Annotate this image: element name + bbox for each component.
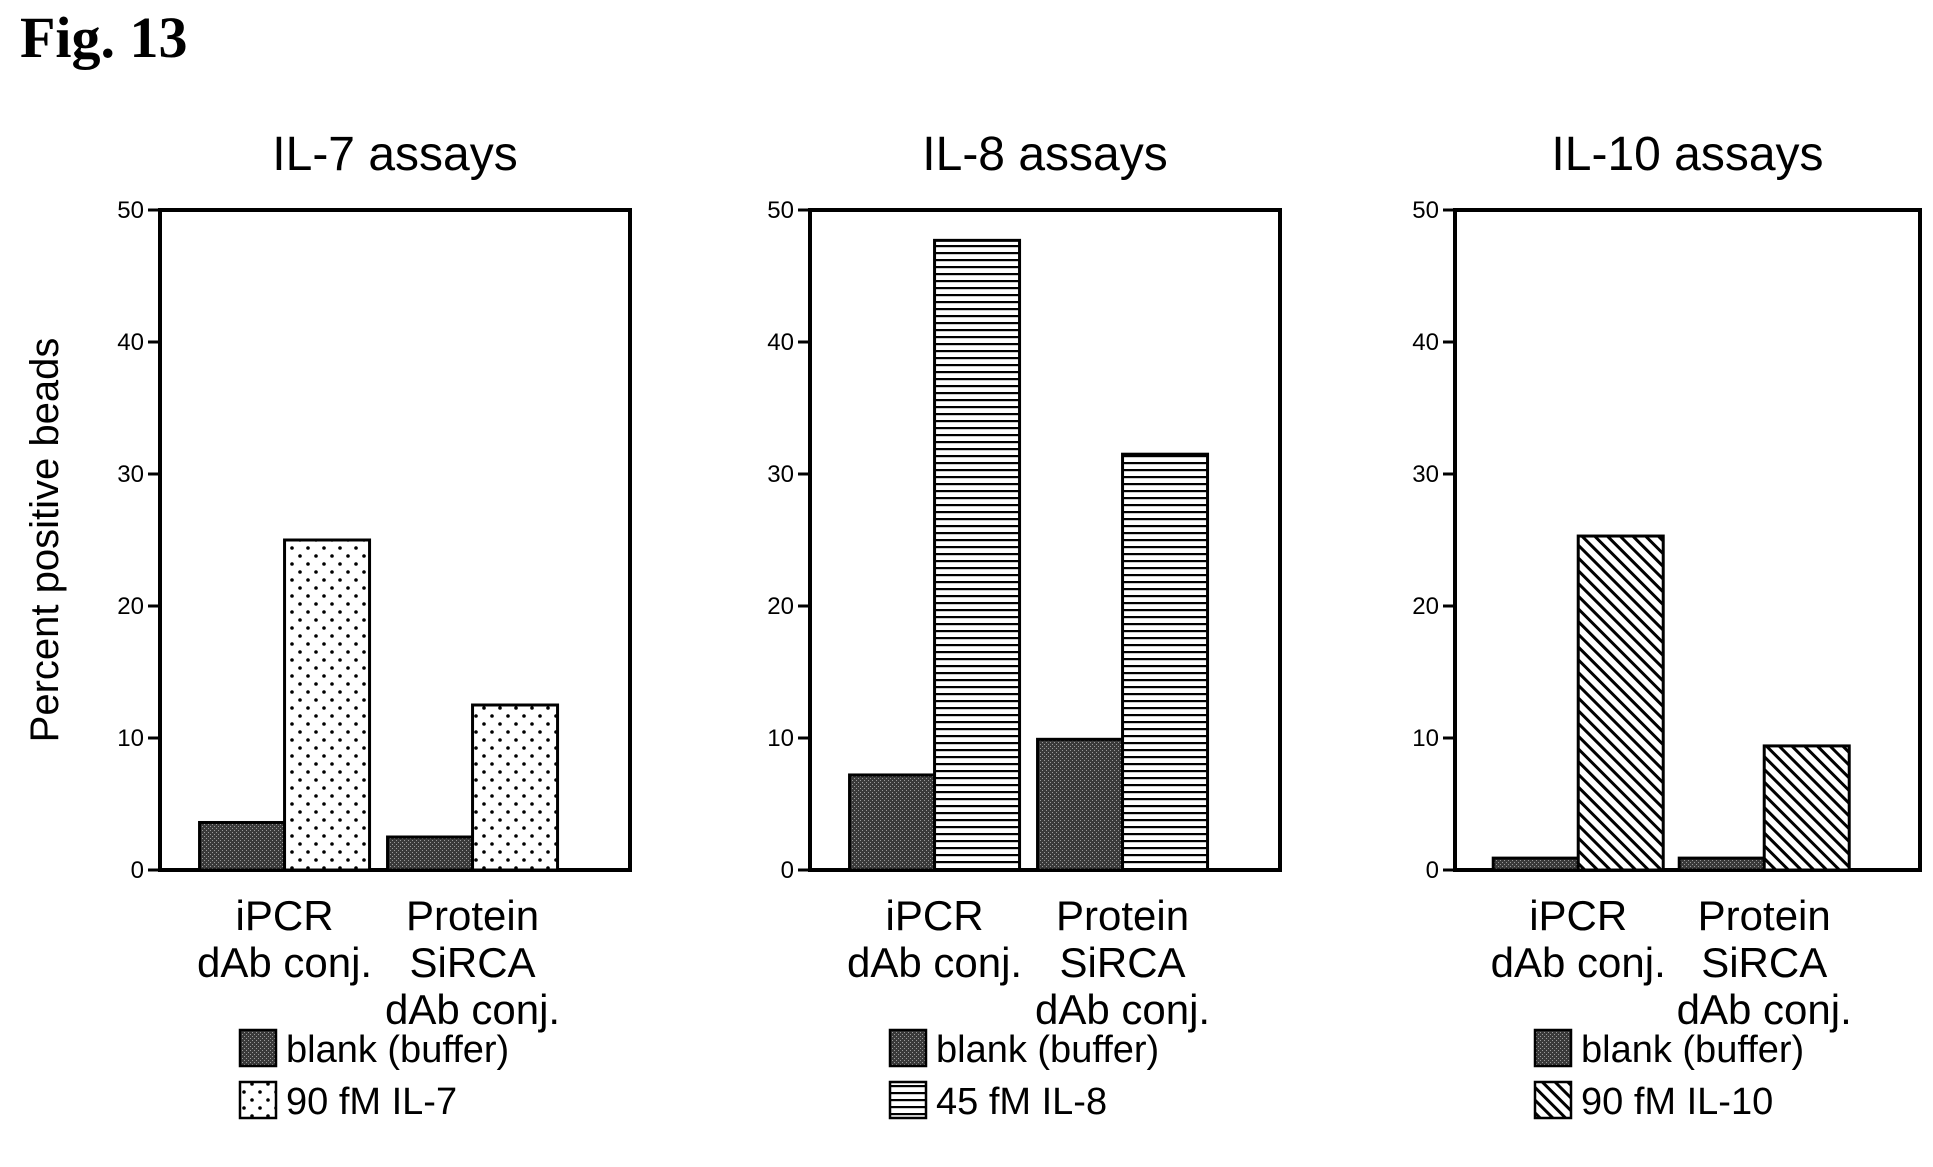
category-label: SiRCA — [410, 939, 536, 986]
bar-blank-group-1 — [848, 773, 937, 872]
bar-sample-group-2 — [1762, 744, 1851, 872]
bar-sample-group-2 — [1121, 452, 1210, 872]
plot-frame — [158, 208, 632, 872]
category-label: iPCR — [1529, 892, 1627, 939]
legend-entry: blank (buffer) — [286, 1029, 509, 1071]
y-tick-label: 0 — [781, 857, 794, 884]
y-tick-label: 10 — [767, 725, 794, 752]
category-label: Protein — [1056, 892, 1189, 939]
legend-swatch — [1533, 1080, 1573, 1120]
y-tick-label: 20 — [1412, 593, 1439, 620]
y-tick-label: 20 — [117, 593, 144, 620]
legend-swatch — [238, 1080, 278, 1120]
category-label: SiRCA — [1060, 939, 1186, 986]
chart-panel-1: IL-7 assays Percent positive beads 0 10 20 30… — [23, 128, 632, 1123]
legend-swatch — [238, 1028, 278, 1068]
y-tick-label: 0 — [131, 857, 144, 884]
figure-label: Fig. 13 — [20, 5, 188, 70]
y-tick-label: 50 — [767, 197, 794, 224]
category-label: dAb conj. — [197, 939, 372, 986]
y-tick-label: 0 — [1426, 857, 1439, 884]
legend-swatch — [888, 1028, 928, 1068]
category-label: Protein — [1698, 892, 1831, 939]
y-tick-label: 20 — [767, 593, 794, 620]
legend-entry: blank (buffer) — [1581, 1029, 1804, 1071]
category-label: dAb conj. — [1035, 986, 1210, 1033]
bar-sample-group-2 — [471, 703, 560, 872]
legend-entry: 90 fM IL-7 — [286, 1081, 457, 1123]
category-label: iPCR — [886, 892, 984, 939]
y-tick-label: 50 — [1412, 197, 1439, 224]
category-label: dAb conj. — [385, 986, 560, 1033]
y-tick-label: 10 — [1412, 725, 1439, 752]
bar-blank-group-1 — [1491, 856, 1580, 872]
y-tick-label: 30 — [1412, 461, 1439, 488]
legend-entry: blank (buffer) — [936, 1029, 1159, 1071]
category-label: dAb conj. — [1677, 986, 1852, 1033]
y-tick-label: 30 — [767, 461, 794, 488]
y-tick-label: 50 — [117, 197, 144, 224]
y-tick-label: 40 — [117, 329, 144, 356]
bar-blank-group-2 — [1036, 737, 1125, 872]
bar-sample-group-1 — [933, 238, 1022, 872]
bar-sample-group-1 — [1576, 534, 1665, 872]
bar-sample-group-1 — [283, 538, 372, 872]
legend-entry: 45 fM IL-8 — [936, 1081, 1107, 1123]
y-tick-label: 30 — [117, 461, 144, 488]
legend-swatch — [888, 1080, 928, 1120]
category-label: SiRCA — [1701, 939, 1827, 986]
category-label: dAb conj. — [1491, 939, 1666, 986]
legend-entry: 90 fM IL-10 — [1581, 1081, 1773, 1123]
y-axis-label: Percent positive beads — [23, 338, 67, 743]
category-label: dAb conj. — [847, 939, 1022, 986]
bar-blank-group-2 — [386, 835, 475, 872]
chart-title: IL-7 assays — [272, 128, 517, 181]
bar-blank-group-2 — [1677, 856, 1766, 872]
chart-title: IL-8 assays — [922, 128, 1167, 181]
legend-swatch — [1533, 1028, 1573, 1068]
bar-blank-group-1 — [198, 820, 287, 872]
y-tick-label: 10 — [117, 725, 144, 752]
category-label: iPCR — [236, 892, 334, 939]
y-tick-label: 40 — [767, 329, 794, 356]
chart-title: IL-10 assays — [1551, 128, 1823, 181]
category-label: Protein — [406, 892, 539, 939]
y-tick-label: 40 — [1412, 329, 1439, 356]
